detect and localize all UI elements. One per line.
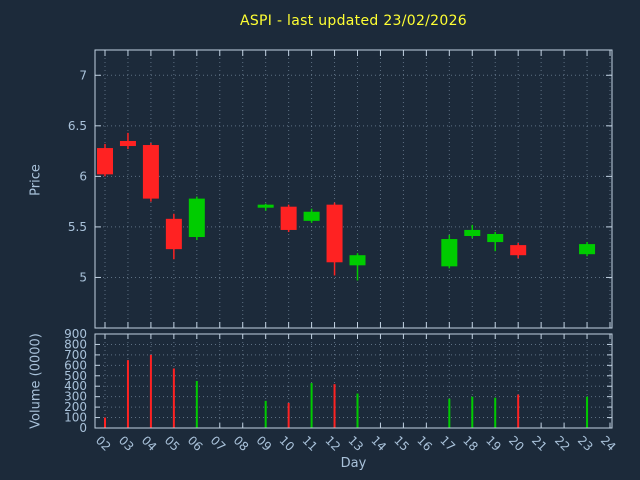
candle-body (303, 211, 320, 221)
candle-body (280, 206, 297, 230)
day-tick-label: 13 (345, 433, 366, 454)
candle-body (326, 204, 343, 263)
candle-body (188, 198, 205, 238)
day-tick-label: 18 (460, 433, 481, 454)
volume-tick-label: 700 (64, 348, 87, 362)
volume-tick-label: 800 (64, 337, 87, 351)
price-tick-label: 5 (79, 270, 87, 284)
candle-body (257, 204, 274, 208)
volume-tick-label: 600 (64, 358, 87, 372)
day-tick-label: 22 (552, 433, 573, 454)
candle-body (510, 245, 527, 256)
day-tick-label: 02 (93, 433, 114, 454)
chart-title: ASPI - last updated 23/02/2026 (239, 13, 468, 29)
day-tick-label: 05 (162, 433, 183, 454)
day-tick-label: 20 (506, 433, 527, 454)
candle-body (487, 233, 504, 243)
candle-body (349, 255, 366, 266)
volume-tick-label: 300 (64, 390, 87, 404)
day-tick-label: 14 (368, 433, 389, 454)
candle-body (579, 244, 596, 255)
price-tick-label: 6 (79, 169, 87, 183)
candle-body (464, 229, 481, 237)
day-tick-label: 09 (254, 433, 275, 454)
price-tick-label: 7 (79, 68, 87, 82)
volume-tick-label: 400 (64, 379, 87, 393)
day-tick-label: 06 (185, 433, 206, 454)
candle-body (165, 218, 182, 250)
price-tick-label: 5.5 (68, 220, 87, 234)
day-tick-label: 15 (391, 433, 412, 454)
day-tick-label: 17 (437, 433, 458, 454)
day-tick-label: 24 (598, 433, 619, 454)
volume-tick-label: 200 (64, 400, 87, 414)
day-tick-label: 03 (116, 433, 137, 454)
volume-panel-border (94, 333, 613, 429)
volume-tick-label: 900 (64, 327, 87, 341)
day-tick-label: 07 (208, 433, 229, 454)
day-tick-label: 10 (277, 433, 298, 454)
volume-tick-label: 100 (64, 411, 87, 425)
candle-body (142, 145, 159, 199)
price-panel-border (94, 49, 613, 329)
candle-body (119, 140, 136, 147)
day-tick-label: 23 (575, 433, 596, 454)
day-tick-label: 08 (231, 433, 252, 454)
volume-tick-label: 500 (64, 369, 87, 383)
day-tick-label: 04 (139, 433, 160, 454)
day-tick-label: 21 (529, 433, 550, 454)
day-axis-label: Day (340, 456, 367, 471)
candle-body (97, 148, 113, 175)
price-tick-label: 6.5 (68, 119, 87, 133)
candle-body (441, 239, 458, 267)
day-tick-label: 16 (414, 433, 435, 454)
day-tick-label: 19 (483, 433, 504, 454)
day-tick-label: 12 (322, 433, 343, 454)
day-tick-label: 11 (299, 433, 320, 454)
volume-tick-label: 0 (79, 421, 87, 435)
